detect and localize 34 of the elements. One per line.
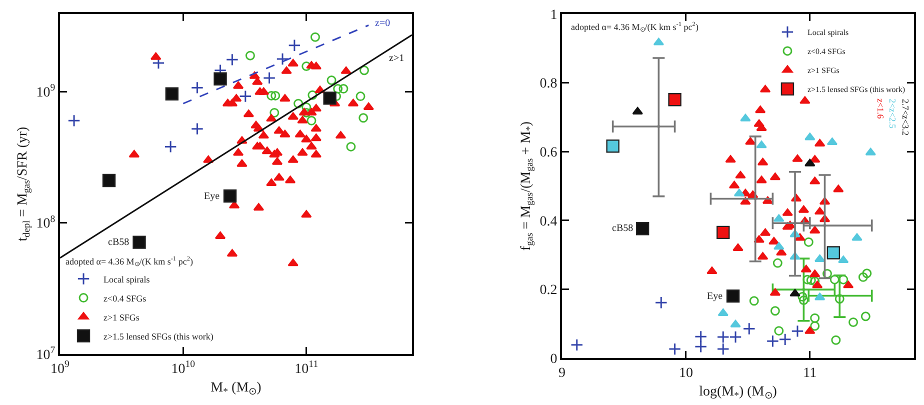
y-tick-label: 10$^{8}$ — [36, 214, 56, 232]
x-tick-label: 10$^{11}$ — [294, 358, 318, 377]
x-tick-label: 10 — [678, 366, 693, 381]
annotation: 2.7<z<3.2 — [900, 98, 910, 136]
y-tick-label: 1 — [550, 8, 558, 23]
y-tick-label: 0.6 — [540, 146, 558, 160]
y-tick-label: 0.8 — [540, 76, 558, 92]
y-tick-label: 0.4 — [540, 214, 558, 230]
series-label: z=0 — [375, 18, 390, 29]
annotation: Eye — [707, 291, 724, 302]
x-tick-label: 10$^{10}$ — [171, 358, 196, 377]
annotation: adopted α= 4.36 M$_{⊙}$/(K km s$^{-1}$ pc$^{2}$) — [571, 21, 698, 34]
annotation: cB58 — [108, 237, 130, 248]
legend-label: Local spirals — [807, 28, 849, 38]
legend-label: z<0.4 SFGs — [104, 293, 147, 304]
annotation: Eye — [204, 191, 220, 202]
legend-label: z>1 SFGs — [104, 312, 140, 322]
x-axis-title: log(M$_{*}$) (M$_{⊙}$) — [699, 384, 778, 402]
legend-label: z>1.5 lensed SFGs (this work) — [807, 85, 906, 94]
x-axis-title: M$_{*}$ (M$_{⊙}$) — [210, 380, 262, 398]
y-tick-label: 10$^{9}$ — [36, 82, 56, 100]
x-tick-label: 11 — [803, 366, 817, 381]
y-tick-label: 0.2 — [540, 283, 558, 298]
annotation: cB58 — [612, 223, 634, 234]
legend-label: z<0.4 SFGs — [807, 47, 846, 56]
legend-label: z>1.5 lensed SFGs (this work) — [104, 331, 214, 342]
legend-label: Local spirals — [104, 274, 150, 284]
legend-title: adopted α= 4.36 M$_{⊙}$/(K km s$^{-1}$ pc$^{2}$) — [66, 256, 193, 268]
y-tick-label: 0 — [550, 352, 558, 367]
series-label: z>1 — [389, 53, 404, 64]
annotation: 2<z<2.5 — [887, 98, 898, 130]
annotation: z<1.6 — [876, 98, 886, 120]
legend-label: z>1 SFGs — [807, 66, 840, 76]
x-tick-label: 9 — [558, 366, 566, 381]
